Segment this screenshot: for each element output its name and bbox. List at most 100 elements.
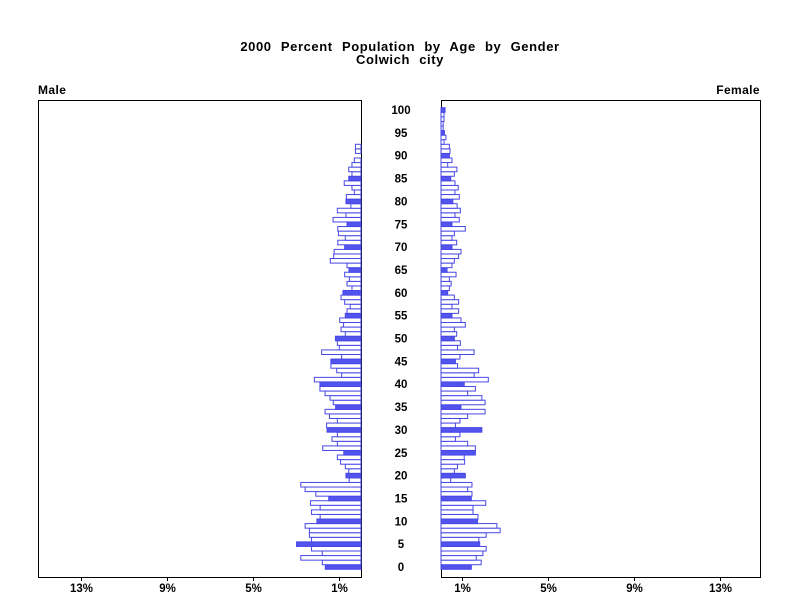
female-bar-age-4 bbox=[440, 545, 487, 552]
male-bar-age-21 bbox=[348, 468, 362, 474]
female-axis-tick-label-9: 9% bbox=[626, 583, 643, 595]
female-bar-age-45 bbox=[440, 358, 456, 365]
male-bar-age-0 bbox=[324, 564, 362, 570]
female-bar-age-9 bbox=[440, 523, 498, 529]
male-bar-age-26 bbox=[322, 445, 362, 451]
female-bar-age-34 bbox=[440, 408, 486, 415]
female-bar-age-43 bbox=[440, 367, 480, 374]
female-bar-age-86 bbox=[440, 171, 455, 177]
age-tick-label-30: 30 bbox=[395, 425, 408, 437]
female-bar-age-98 bbox=[440, 116, 445, 122]
age-tick-label-80: 80 bbox=[395, 196, 408, 208]
female-bar-age-30 bbox=[440, 427, 483, 433]
female-bar-age-51 bbox=[440, 331, 458, 337]
male-bar-age-28 bbox=[331, 436, 362, 442]
male-bar-age-54 bbox=[339, 317, 362, 324]
female-bar-age-97 bbox=[440, 120, 444, 127]
male-bar-age-72 bbox=[344, 235, 362, 241]
male-bar-age-4 bbox=[311, 545, 362, 552]
age-tick-label-35: 35 bbox=[395, 402, 408, 414]
female-bar-age-25 bbox=[440, 449, 476, 456]
female-bar-age-87 bbox=[440, 166, 458, 173]
female-bar-age-18 bbox=[440, 481, 473, 488]
age-tick-label-90: 90 bbox=[395, 151, 408, 163]
male-bar-age-12 bbox=[311, 509, 362, 515]
male-bar-age-16 bbox=[315, 491, 362, 497]
age-tick-label-10: 10 bbox=[395, 516, 408, 528]
male-bar-age-43 bbox=[336, 367, 362, 374]
male-bar-age-2 bbox=[300, 555, 362, 561]
female-bar-age-33 bbox=[440, 413, 469, 419]
female-bar-age-77 bbox=[440, 212, 456, 218]
male-bar-age-49 bbox=[336, 340, 362, 346]
male-bar-age-38 bbox=[324, 390, 362, 397]
male-bar-age-75 bbox=[346, 221, 362, 228]
male-bar-age-80 bbox=[345, 198, 362, 205]
female-bar-age-7 bbox=[440, 532, 487, 538]
male-bar-age-7 bbox=[308, 532, 362, 538]
age-tick-label-85: 85 bbox=[395, 174, 408, 186]
male-bar-age-39 bbox=[319, 385, 362, 392]
female-bar-age-68 bbox=[440, 253, 460, 260]
male-bar-age-31 bbox=[326, 422, 362, 429]
male-bar-age-17 bbox=[304, 486, 362, 493]
female-bar-age-27 bbox=[440, 440, 469, 447]
male-bar-age-20 bbox=[345, 472, 362, 479]
female-bar-age-28 bbox=[440, 436, 456, 442]
female-bar-age-66 bbox=[440, 262, 453, 269]
male-bar-age-41 bbox=[313, 376, 362, 383]
male-bar-age-69 bbox=[333, 248, 362, 255]
male-bar-age-83 bbox=[351, 184, 362, 191]
male-bar-age-68 bbox=[333, 253, 362, 260]
male-bar-age-53 bbox=[343, 322, 362, 328]
female-bar-age-71 bbox=[440, 239, 458, 246]
male-bar-age-65 bbox=[348, 267, 362, 273]
male-bar-age-35 bbox=[335, 404, 362, 410]
male-bar-age-37 bbox=[329, 395, 362, 401]
female-bar-age-84 bbox=[440, 180, 456, 186]
male-bar-age-19 bbox=[348, 477, 362, 483]
male-axis-tick-label-13: 13% bbox=[70, 583, 93, 595]
male-bar-age-77 bbox=[345, 212, 362, 218]
female-bar-age-0 bbox=[440, 564, 472, 570]
female-bar-age-54 bbox=[440, 317, 462, 324]
age-tick-label-65: 65 bbox=[395, 265, 408, 277]
male-bar-age-22 bbox=[344, 463, 362, 470]
male-axis-tick-label-1: 1% bbox=[331, 583, 348, 595]
female-bar-age-81 bbox=[440, 194, 460, 200]
male-bar-age-3 bbox=[321, 550, 362, 557]
female-bar-age-13 bbox=[440, 504, 474, 511]
female-bar-age-35 bbox=[440, 404, 462, 410]
female-bar-age-1 bbox=[440, 559, 482, 566]
male-bar-age-48 bbox=[338, 344, 362, 351]
female-bar-age-29 bbox=[440, 431, 461, 438]
female-bar-age-94 bbox=[440, 134, 447, 141]
female-bar-age-11 bbox=[440, 513, 479, 520]
male-bar-age-50 bbox=[334, 335, 362, 342]
male-bar-age-57 bbox=[349, 303, 362, 310]
male-bar-age-78 bbox=[336, 207, 362, 214]
male-bar-age-34 bbox=[324, 408, 362, 415]
female-bar-age-79 bbox=[440, 203, 458, 209]
chart-title: 2000 Percent Population by Age by Gender bbox=[240, 39, 560, 54]
male-bar-age-13 bbox=[319, 504, 362, 511]
female-bar-age-82 bbox=[440, 189, 456, 196]
female-bar-age-93 bbox=[440, 139, 445, 145]
male-bar-age-47 bbox=[321, 349, 362, 355]
female-bar-age-38 bbox=[440, 390, 469, 397]
male-bar-age-85 bbox=[348, 175, 362, 182]
male-bar-age-84 bbox=[343, 180, 362, 186]
female-bar-age-75 bbox=[440, 221, 453, 228]
male-bar-age-10 bbox=[316, 518, 362, 525]
male-bar-age-55 bbox=[344, 312, 362, 319]
female-bar-age-74 bbox=[440, 226, 466, 232]
male-bar-age-25 bbox=[343, 449, 362, 456]
male-bar-age-82 bbox=[353, 189, 362, 196]
male-panel-label: Male bbox=[38, 83, 67, 97]
male-bar-age-15 bbox=[328, 495, 362, 502]
male-bar-age-67 bbox=[329, 258, 362, 264]
male-bar-age-45 bbox=[330, 358, 362, 365]
female-bar-age-85 bbox=[440, 175, 452, 182]
male-bar-age-46 bbox=[341, 353, 362, 360]
